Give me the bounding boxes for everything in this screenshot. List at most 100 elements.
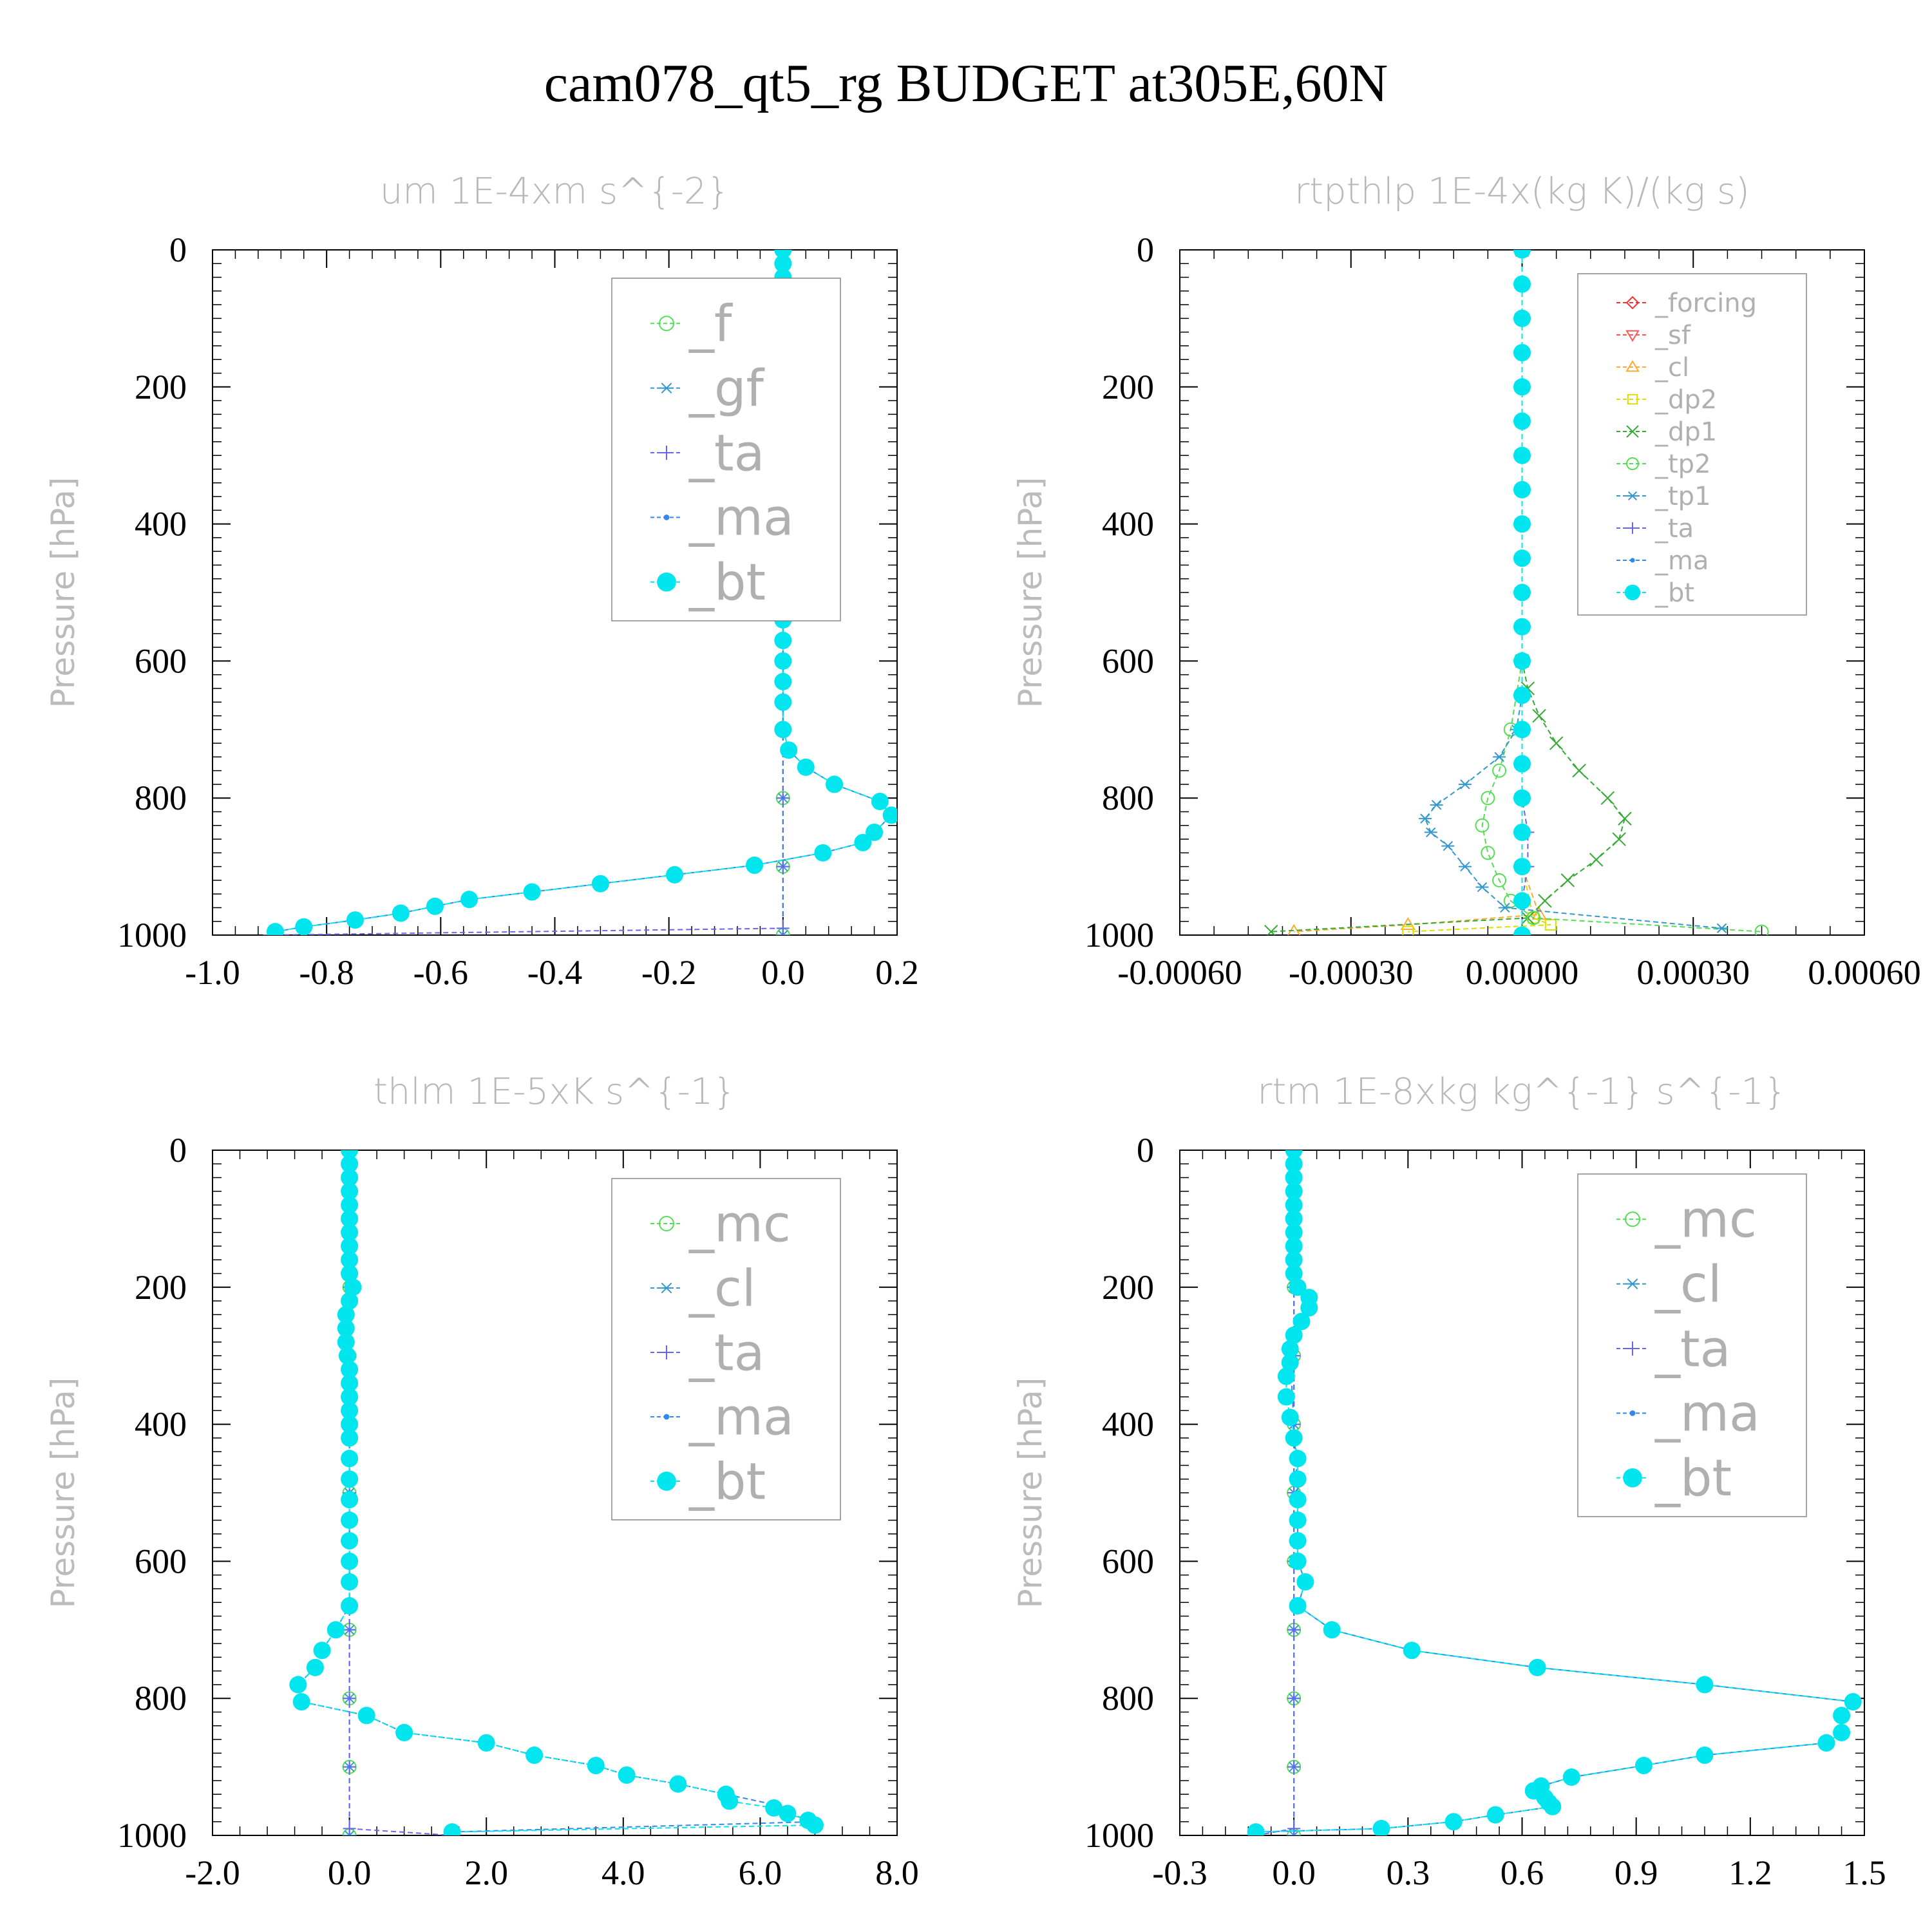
data-point	[666, 866, 684, 884]
data-point	[1560, 873, 1575, 887]
data-point	[341, 1597, 359, 1615]
data-point	[1538, 894, 1552, 908]
data-point	[1549, 736, 1564, 750]
legend-box	[611, 1178, 841, 1520]
data-point	[854, 833, 872, 851]
data-point	[1287, 1692, 1301, 1705]
data-point	[337, 1333, 355, 1351]
data-point	[721, 1792, 739, 1810]
data-point	[1754, 924, 1769, 935]
data-point	[1513, 926, 1531, 935]
data-point	[341, 1374, 359, 1392]
data-point	[313, 1642, 331, 1660]
legend-marker	[659, 446, 674, 460]
y-tick-label: 800	[135, 779, 187, 817]
data-point	[1296, 1573, 1314, 1591]
data-point	[1513, 583, 1531, 601]
data-point	[1513, 549, 1531, 567]
y-axis-label: Pressure [hPa]	[1012, 1378, 1049, 1609]
legend-marker	[1625, 330, 1640, 342]
data-point	[1481, 791, 1495, 806]
legend-marker	[1624, 584, 1641, 601]
data-point	[341, 1429, 359, 1447]
y-tick-label: 0	[169, 1131, 187, 1170]
data-point	[1281, 1408, 1299, 1426]
data-point	[1492, 763, 1507, 778]
data-point	[337, 1305, 355, 1323]
panel-title: um 1E-4xm s^{-2}	[380, 171, 730, 213]
data-point	[1281, 1354, 1299, 1372]
data-point	[1513, 412, 1531, 430]
x-tick-label: 6.0	[739, 1853, 782, 1892]
data-point	[1300, 1299, 1318, 1317]
y-tick-label: 800	[1102, 779, 1154, 817]
x-tick-label: 0.9	[1615, 1853, 1658, 1892]
legend-label: _dp2	[1654, 385, 1717, 415]
data-point	[1833, 1707, 1851, 1725]
data-point	[1475, 882, 1489, 893]
data-point	[292, 1693, 310, 1711]
y-tick-label: 400	[135, 505, 187, 544]
data-point	[341, 1292, 359, 1310]
data-point	[1513, 652, 1531, 670]
legend-marker	[659, 316, 674, 332]
data-point	[1513, 250, 1531, 259]
data-point	[814, 844, 832, 862]
chart-panel-4: rtm 1E-8xkg kg^{-1} s^{-1} Pressure [hPa]…	[1012, 1071, 1886, 1892]
data-point	[1696, 1676, 1714, 1694]
data-point	[1285, 1237, 1303, 1255]
data-point	[460, 891, 478, 909]
data-point	[341, 1470, 359, 1488]
y-tick-label: 600	[135, 641, 187, 680]
data-point	[774, 652, 792, 670]
data-point	[871, 793, 889, 811]
x-tick-label: 0.3	[1387, 1853, 1430, 1892]
legend-box	[611, 278, 841, 621]
data-point	[774, 631, 792, 649]
data-point	[426, 897, 444, 915]
data-point	[1285, 1265, 1303, 1283]
data-point	[1281, 1340, 1299, 1358]
data-point	[780, 741, 798, 759]
data-point	[1715, 923, 1728, 934]
legend-label: _gf	[688, 360, 765, 418]
x-tick-label: 1.2	[1728, 1853, 1772, 1892]
data-point	[1289, 1491, 1307, 1509]
data-point	[1513, 344, 1531, 362]
data-point	[341, 1511, 359, 1530]
legend: _f _gf _ta _ma _bt	[611, 278, 841, 621]
data-point	[341, 1531, 359, 1549]
data-point	[477, 1734, 495, 1752]
data-point	[1817, 1734, 1835, 1752]
data-point	[1285, 1326, 1303, 1344]
legend-label: _ma	[1654, 546, 1709, 576]
data-point	[776, 930, 790, 935]
data-point	[343, 1760, 356, 1774]
legend-marker	[1627, 522, 1638, 534]
y-axis-label: Pressure [hPa]	[1012, 477, 1049, 708]
legend-marker	[657, 1472, 676, 1491]
legend-marker	[1625, 296, 1640, 310]
data-point	[1833, 1723, 1851, 1741]
legend: _mc _cl _ta _ma _bt	[611, 1178, 841, 1520]
data-point	[797, 758, 815, 776]
data-point	[806, 1816, 824, 1834]
y-tick-label: 1000	[117, 1816, 187, 1855]
data-point	[1289, 1450, 1307, 1468]
legend-marker	[659, 1216, 674, 1231]
data-point	[1634, 1756, 1653, 1774]
x-tick-label: 8.0	[875, 1853, 919, 1892]
data-point	[1400, 917, 1416, 931]
data-point	[1285, 1155, 1303, 1173]
data-point	[343, 1830, 356, 1835]
data-point	[1285, 1224, 1303, 1242]
data-point	[1513, 480, 1531, 498]
data-point	[1287, 1623, 1301, 1636]
data-point	[341, 1237, 359, 1255]
data-point	[341, 1224, 359, 1242]
data-point	[1600, 791, 1615, 805]
data-point	[343, 1623, 356, 1636]
data-point	[1289, 1531, 1307, 1549]
data-point	[1513, 858, 1531, 876]
